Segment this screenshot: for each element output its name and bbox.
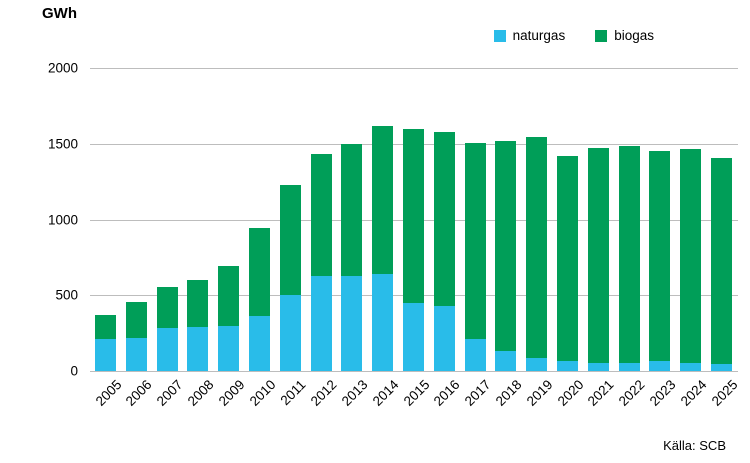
bar-2009 — [218, 68, 240, 371]
bar-2021 — [587, 68, 609, 371]
biogas-segment — [618, 146, 640, 363]
chart-title: GWh — [42, 5, 77, 22]
biogas-segment — [156, 286, 178, 328]
bar-2015 — [403, 68, 424, 371]
bar-2006 — [125, 68, 147, 371]
naturgas-segment — [279, 295, 301, 371]
biogas-segment — [310, 153, 332, 276]
naturgas-segment — [403, 302, 424, 371]
biogas-segment — [187, 280, 209, 328]
naturgas-segment — [649, 361, 671, 371]
biogas-segment — [218, 266, 240, 327]
bar-2007 — [156, 68, 178, 371]
legend-label-biogas: biogas — [614, 28, 654, 43]
naturgas-segment — [680, 362, 702, 371]
bar-2005 — [95, 68, 116, 371]
bar-2013 — [341, 68, 363, 371]
naturgas-segment — [495, 351, 517, 371]
bar-2016 — [433, 68, 455, 371]
biogas-segment — [279, 184, 301, 296]
bar-2025 — [711, 68, 732, 371]
bar-2018 — [495, 68, 517, 371]
naturgas-segment — [433, 305, 455, 371]
legend-item-naturgas: naturgas — [493, 28, 566, 43]
biogas-segment — [464, 143, 486, 340]
bar-2010 — [249, 68, 270, 371]
source-note: Källa: SCB — [663, 438, 726, 453]
y-axis-tick-label: 2000 — [47, 60, 78, 76]
naturgas-segment — [218, 326, 240, 371]
y-axis-tick-label: 500 — [55, 287, 78, 303]
naturgas-segment — [95, 339, 116, 371]
biogas-segment — [587, 147, 609, 364]
biogas-segment — [95, 314, 116, 340]
naturgas-segment — [249, 315, 270, 371]
naturgas-segment — [526, 358, 548, 371]
naturgas-segment — [711, 364, 732, 371]
bar-2023 — [649, 68, 671, 371]
bar-2012 — [310, 68, 332, 371]
naturgas-segment — [125, 337, 147, 371]
legend: naturgas biogas — [493, 28, 654, 43]
bar-2019 — [526, 68, 548, 371]
bar-2022 — [618, 68, 640, 371]
biogas-segment — [649, 150, 671, 362]
bar-2017 — [464, 68, 486, 371]
bar-2008 — [187, 68, 209, 371]
biogas-segment — [372, 125, 394, 275]
naturgas-swatch-icon — [493, 29, 506, 42]
biogas-segment — [433, 131, 455, 306]
y-axis-tick-label: 1000 — [47, 212, 78, 227]
plot-area — [90, 68, 738, 372]
biogas-segment — [711, 158, 732, 365]
bar-2014 — [372, 68, 394, 371]
biogas-segment — [526, 136, 548, 359]
biogas-segment — [680, 149, 702, 363]
biogas-segment — [125, 302, 147, 338]
biogas-swatch-icon — [595, 29, 608, 42]
biogas-segment — [249, 227, 270, 316]
naturgas-segment — [618, 362, 640, 371]
naturgas-segment — [372, 274, 394, 371]
naturgas-segment — [341, 276, 363, 371]
biogas-segment — [341, 143, 363, 277]
naturgas-segment — [310, 275, 332, 371]
bar-2011 — [279, 68, 301, 371]
y-axis-tick-label: 0 — [70, 363, 78, 379]
naturgas-segment — [187, 327, 209, 371]
gridline-0 — [90, 371, 738, 372]
bar-2020 — [557, 68, 578, 371]
gridline-2000 — [90, 68, 738, 69]
naturgas-segment — [587, 363, 609, 371]
naturgas-segment — [156, 327, 178, 371]
biogas-segment — [557, 155, 578, 362]
biogas-segment — [495, 140, 517, 352]
legend-item-biogas: biogas — [595, 28, 654, 43]
biogas-segment — [403, 128, 424, 303]
bar-2024 — [680, 68, 702, 371]
naturgas-segment — [557, 361, 578, 371]
y-axis-tick-label: 1500 — [47, 136, 78, 152]
legend-label-naturgas: naturgas — [512, 28, 566, 43]
naturgas-segment — [464, 339, 486, 371]
